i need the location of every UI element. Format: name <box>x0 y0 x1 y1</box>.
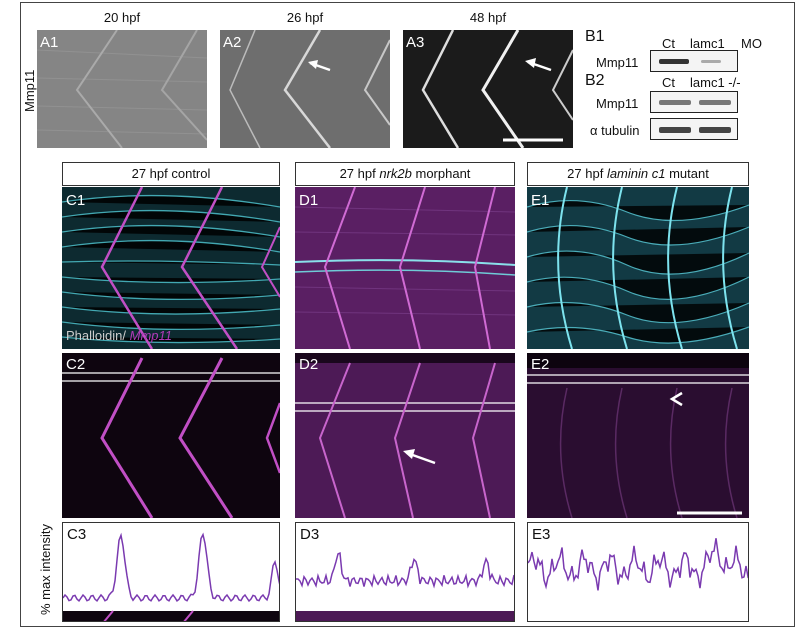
b1-label: B1 <box>585 28 605 45</box>
panel-a1: A1 <box>37 30 207 148</box>
a3-image <box>403 30 573 148</box>
header-control: 27 hpf control <box>62 162 280 186</box>
e2-label: E2 <box>531 356 550 373</box>
header-morphant: 27 hpf nrk2b morphant <box>295 162 515 186</box>
a3-time-title: 48 hpf <box>469 10 507 25</box>
panel-e1: E1 <box>527 187 749 349</box>
tubulin-blot <box>650 118 738 140</box>
panel-d2: D2 <box>295 353 515 518</box>
d3-trace <box>296 552 514 621</box>
plot-e3: E3 <box>527 522 749 622</box>
c2-image <box>62 353 280 518</box>
a2-image <box>220 30 390 148</box>
e1-label: E1 <box>531 192 550 209</box>
b2-blot <box>650 91 738 113</box>
panel-e2: E2 <box>527 353 749 518</box>
c2-label: C2 <box>66 356 86 373</box>
a3-label: A3 <box>406 34 425 51</box>
a2-label: A2 <box>223 34 242 51</box>
plot-c3: C3 <box>62 522 280 622</box>
d2-image <box>295 353 515 518</box>
stain-caption: Phalloidin/ Mmp11 <box>66 328 172 343</box>
b2-label: B2 <box>585 72 605 89</box>
d2-label: D2 <box>299 356 319 373</box>
a2-time-title: 26 hpf <box>286 10 324 25</box>
yaxis-label: % max intensity <box>38 523 53 615</box>
panel-c1: C1 Phalloidin/ Mmp11 <box>62 187 280 349</box>
row-a-ylabel: Mmp11 <box>22 69 37 112</box>
e3-trace <box>528 538 748 591</box>
b1-lane-ct: Ct <box>662 36 675 51</box>
panel-d1: D1 <box>295 187 515 349</box>
b1-blot <box>650 50 738 72</box>
e3-label: E3 <box>532 526 551 543</box>
b1-protein: Mmp11 <box>596 55 639 70</box>
figure-frame <box>20 2 795 627</box>
b2-lane-ct: Ct <box>662 75 675 90</box>
a1-label: A1 <box>40 34 59 51</box>
a1-image <box>37 30 207 148</box>
c1-label: C1 <box>66 192 86 209</box>
d3-label: D3 <box>300 526 320 543</box>
e2-image <box>527 353 749 518</box>
a1-time-title: 20 hpf <box>103 10 141 25</box>
d1-label: D1 <box>299 192 319 209</box>
b1-suffix: MO <box>741 36 762 51</box>
b2-loading: α tubulin <box>590 123 640 138</box>
b2-lane-lamc1: lamc1 -/- <box>690 75 741 90</box>
c3-label: C3 <box>67 526 87 543</box>
b2-protein: Mmp11 <box>596 96 639 111</box>
c3-trace <box>63 532 279 621</box>
panel-c2: C2 <box>62 353 280 518</box>
plot-d3: D3 <box>295 522 515 622</box>
panel-a2: A2 <box>220 30 390 148</box>
header-mutant: 27 hpf laminin c1 mutant <box>527 162 749 186</box>
e1-image <box>527 187 749 349</box>
panel-a3: A3 <box>403 30 573 148</box>
b1-lane-lamc1: lamc1 <box>690 36 725 51</box>
d1-image <box>295 187 515 349</box>
c1-image <box>62 187 280 349</box>
